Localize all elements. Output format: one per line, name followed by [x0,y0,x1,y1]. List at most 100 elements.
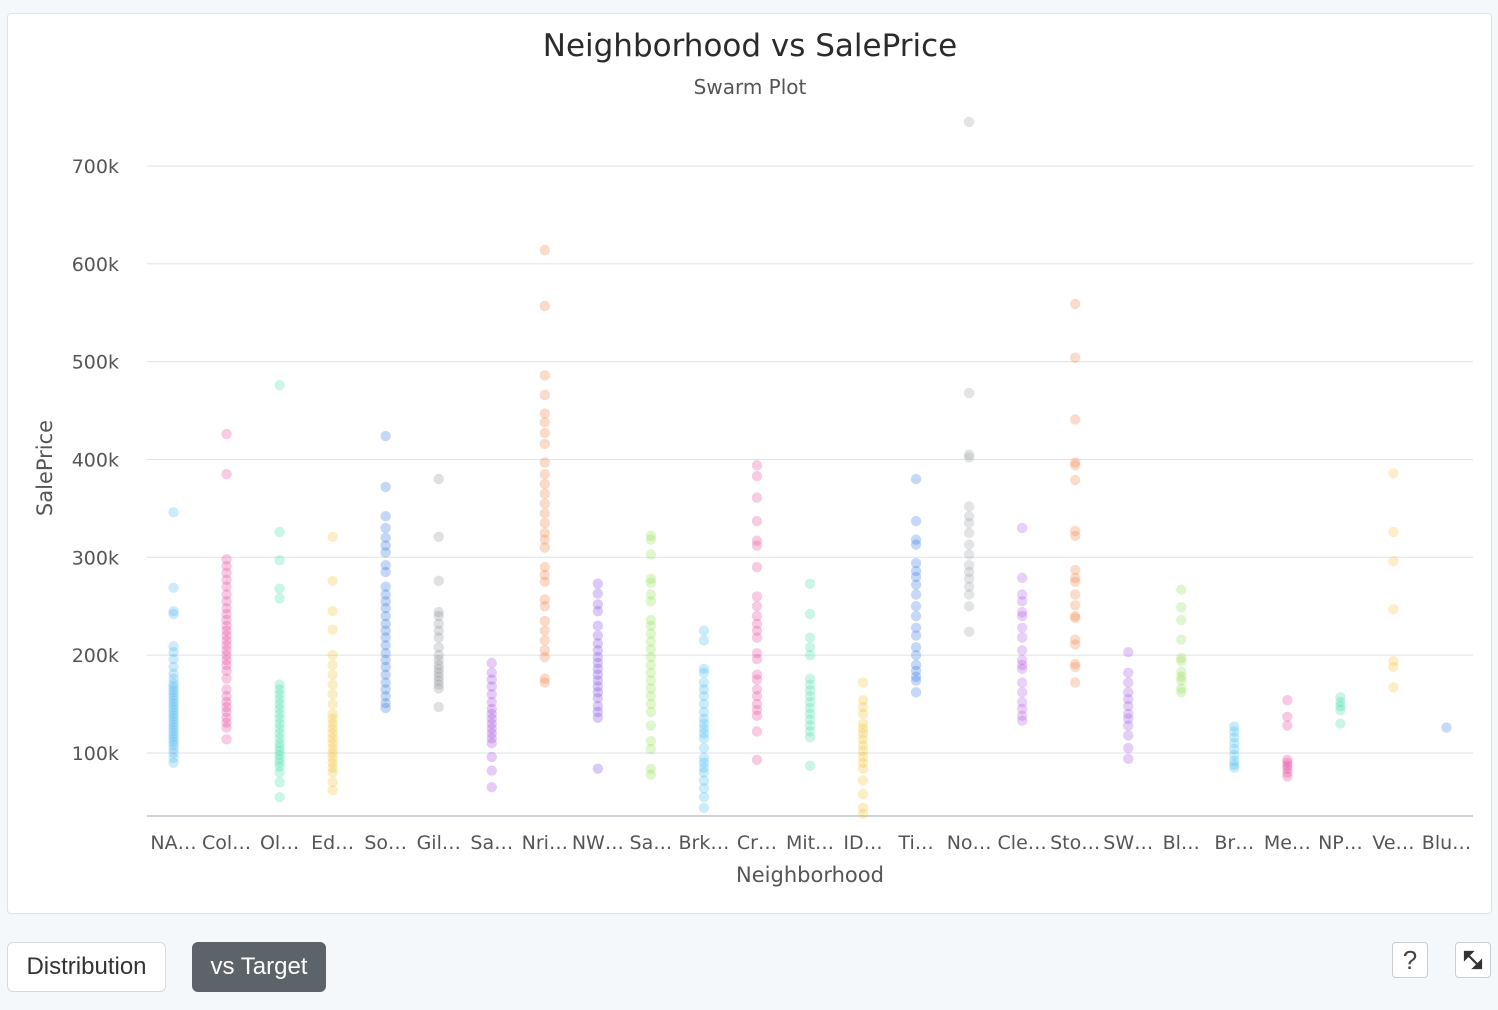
data-point [327,762,338,773]
data-point [1282,767,1293,778]
data-point [963,511,975,522]
data-point [857,751,869,763]
data-point [327,669,338,680]
expand-icon [1463,950,1483,970]
data-point [1016,522,1028,534]
data-point [1176,666,1187,677]
data-point [804,714,816,725]
data-point [539,468,550,480]
data-point [1070,564,1081,576]
data-point [221,581,232,592]
data-point [221,706,232,718]
data-point [1070,298,1081,310]
data-point [221,567,232,579]
data-point [380,566,391,578]
data-point [486,723,497,734]
x-tick-label: NP… [1318,832,1363,854]
data-point [1070,572,1081,584]
data-point [1016,696,1028,708]
x-tick-label: Cle… [998,832,1047,854]
data-point [698,733,710,744]
vs-target-tab-button[interactable]: vs Target [192,942,326,992]
data-point [539,527,550,539]
expand-button[interactable] [1455,942,1491,978]
data-point [221,696,232,708]
data-point [486,765,497,776]
data-point [327,659,338,671]
data-point [327,689,338,700]
data-point [274,583,285,594]
data-point [645,651,657,663]
data-point [1335,704,1346,716]
data-point [910,642,922,653]
data-point [274,526,285,538]
data-point [433,683,444,694]
data-point [698,757,710,768]
data-point [751,754,763,766]
data-point [274,713,285,724]
data-point [1070,658,1081,670]
data-point [486,738,497,749]
data-point [168,661,179,673]
distribution-tab-button[interactable]: Distribution [7,942,166,992]
data-point [592,605,604,617]
data-point [1229,755,1240,767]
data-point [168,757,179,768]
x-tick-label: Ti… [897,832,933,854]
data-point [857,802,869,813]
data-point [645,698,657,710]
data-point [592,657,604,669]
data-point [1016,677,1028,688]
data-point [327,649,338,661]
data-point [486,713,497,724]
x-tick-label: SW… [1103,832,1153,854]
data-point [910,601,922,612]
data-point [910,687,922,698]
data-point [274,689,285,700]
data-point [910,659,922,671]
data-point [168,731,179,742]
data-point [1070,576,1081,587]
data-point [1282,757,1293,768]
data-point [221,645,232,656]
data-point [592,651,604,663]
data-point [1282,720,1293,731]
data-point [1335,696,1346,708]
data-point [804,691,816,702]
data-point [380,540,391,551]
data-point [168,747,179,759]
x-tick-label: So… [364,832,407,854]
data-point [539,300,550,312]
data-point [1123,730,1134,741]
data-point [433,531,444,542]
data-point [804,632,816,643]
data-point [168,728,179,739]
data-point [380,430,391,442]
data-point [751,632,763,643]
data-point [910,649,922,661]
data-point [327,733,338,744]
data-point [168,743,179,755]
x-tick-label: Gil… [417,832,461,854]
data-point [221,649,232,661]
data-point [274,379,285,391]
data-point [168,752,179,764]
data-point [539,508,550,519]
data-point [221,428,232,440]
data-point [433,663,444,675]
data-point [751,618,763,630]
data-point [380,677,391,688]
y-tick-label: 400k [72,450,119,472]
data-point [804,696,816,708]
data-point [221,603,232,614]
data-point [1016,703,1028,715]
data-point [433,473,444,485]
data-point [221,684,232,695]
help-button[interactable]: ? [1392,942,1428,978]
data-point [539,488,550,499]
data-point [963,601,975,612]
data-point [486,696,497,708]
data-point [221,691,232,702]
data-point [1176,602,1187,613]
data-point [1335,692,1346,703]
